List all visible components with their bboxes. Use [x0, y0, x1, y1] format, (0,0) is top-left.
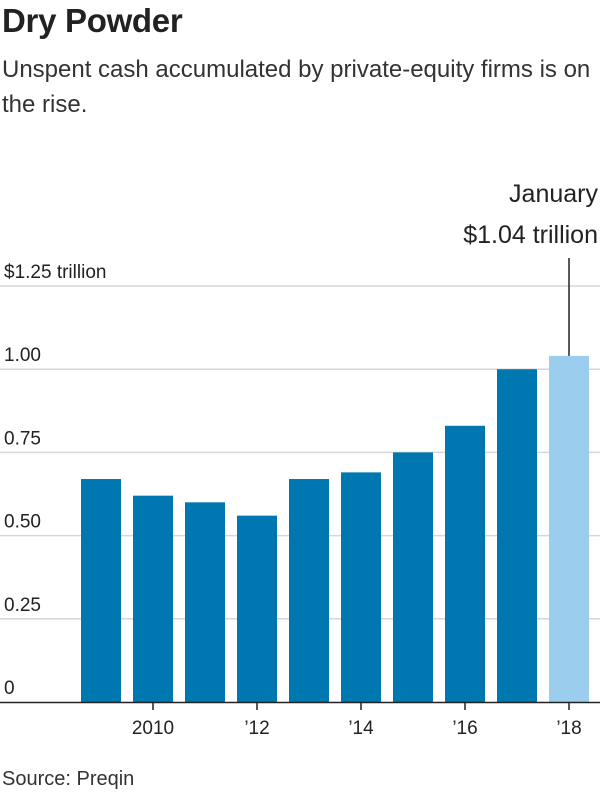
x-tick-label: 2010 [132, 718, 174, 739]
x-tick-label: ’16 [452, 718, 477, 739]
y-tick-label: 0.25 [4, 595, 41, 616]
y-axis-labels: 0 0.25 0.50 0.75 1.00 $1.25 trillion [4, 262, 106, 699]
x-tick-label: ’12 [244, 718, 269, 739]
bar [185, 502, 225, 702]
x-tick-label: ’14 [348, 718, 374, 739]
bar-chart: 0 0.25 0.50 0.75 1.00 $1.25 trillion January $… [0, 180, 600, 739]
y-tick-label: 0.75 [4, 428, 41, 449]
bar [289, 479, 329, 702]
x-axis-labels: 2010 ’12 ’14 ’16 ’18 [132, 702, 582, 739]
bar [445, 425, 485, 702]
y-tick-label: $1.25 trillion [4, 262, 106, 283]
y-tick-label: 0.50 [4, 512, 41, 533]
chart-subtitle: Unspent cash accumulated by private-equi… [2, 56, 591, 118]
bar [133, 495, 173, 702]
source-note: Source: Preqin [2, 768, 135, 790]
chart-title: Dry Powder [2, 2, 183, 39]
bar [81, 479, 121, 702]
annotation-label-date: January [509, 180, 598, 208]
x-tick-label: ’18 [556, 718, 581, 739]
annotation-label-value: $1.04 trillion [463, 221, 598, 249]
bar [497, 369, 537, 702]
y-tick-label: 0 [4, 678, 15, 699]
bar [237, 515, 277, 702]
annotation: January $1.04 trillion [463, 180, 598, 356]
bar [549, 355, 589, 702]
bars [81, 355, 589, 702]
bar [341, 472, 381, 702]
y-tick-label: 1.00 [4, 345, 41, 366]
bar [393, 452, 433, 702]
